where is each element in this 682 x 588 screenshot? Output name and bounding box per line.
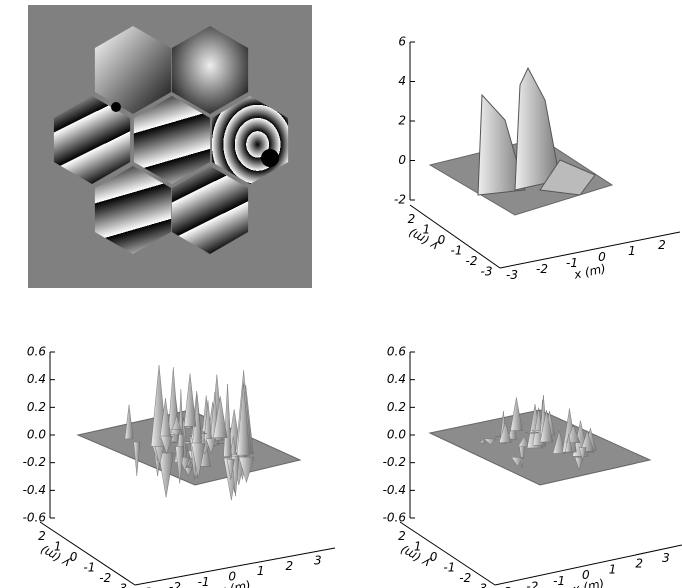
z-tick-label: 6 — [398, 35, 406, 49]
x-tick-label: -1 — [553, 574, 565, 588]
z-tick-label: 2 — [398, 114, 406, 128]
x-tick-label: 1 — [609, 562, 617, 576]
x-axis — [500, 232, 680, 268]
x-tick-label: -2 — [169, 580, 181, 588]
page: { "plot_top_right": { "z_ticks": ["-2", … — [0, 0, 682, 588]
y-tick-label: 2 — [398, 529, 406, 543]
y-tick-label: 2 — [38, 529, 46, 543]
y-tick-label: -3 — [115, 581, 127, 588]
surface-spike — [125, 405, 133, 439]
phase-spot — [111, 102, 121, 112]
y-tick-label: -1 — [451, 243, 463, 257]
z-tick-label: -0.2 — [383, 455, 406, 469]
y-tick-label: -3 — [475, 581, 487, 588]
z-tick-label: 0.0 — [27, 428, 46, 442]
z-tick-label: 0.4 — [27, 372, 46, 386]
x-tick-label: 1 — [628, 244, 636, 258]
z-tick-label: -0.4 — [23, 483, 46, 497]
z-tick-label: 0.2 — [27, 400, 46, 414]
surface-plot: -0.6-0.4-0.20.00.20.40.6-3-2-1012-3-2-10… — [23, 345, 335, 588]
phase-spot — [261, 149, 279, 167]
surface-plot: -0.6-0.4-0.20.00.20.40.6-3-2-1012-3-2-10… — [383, 345, 682, 588]
y-tick-label: 2 — [408, 212, 416, 226]
z-tick-label: -0.6 — [23, 511, 47, 525]
z-tick-label: 4 — [398, 74, 406, 88]
z-tick-label: -0.2 — [23, 455, 46, 469]
y-tick-label: -2 — [459, 571, 471, 585]
x-tick-label: -1 — [198, 575, 210, 588]
y-tick-label: -3 — [481, 264, 493, 278]
x-tick-label: 1 — [257, 564, 265, 578]
x-tick-label: 2 — [285, 559, 293, 573]
z-tick-label: -0.6 — [383, 511, 407, 525]
z-tick-label: -2 — [394, 193, 406, 207]
x-tick-label: 2 — [635, 557, 643, 571]
z-tick-label: 0.2 — [387, 400, 406, 414]
z-tick-label: 0.4 — [387, 372, 406, 386]
z-tick-label: 0.6 — [387, 345, 406, 359]
surface-spike — [224, 384, 232, 457]
x-tick-label: -2 — [536, 262, 548, 276]
y-tick-label: -1 — [443, 560, 455, 574]
z-tick-label: -0.4 — [383, 483, 406, 497]
z-tick-label: 0 — [398, 153, 406, 167]
x-tick-label: 2 — [658, 238, 666, 252]
y-tick-label: -2 — [99, 571, 111, 585]
x-tick-label: -2 — [526, 580, 538, 588]
y-tick-label: -1 — [83, 560, 95, 574]
x-tick-label: 3 — [662, 551, 670, 565]
z-tick-label: 0.0 — [387, 428, 406, 442]
figure: -20246-3-2-1012-3-2-1012y (m)x (m)-0.6-0… — [0, 0, 682, 588]
z-tick-label: 0.6 — [27, 345, 46, 359]
y-tick-label: -2 — [466, 254, 478, 268]
surface-spike — [184, 374, 196, 427]
x-tick-label: -3 — [506, 268, 518, 282]
x-tick-label: 3 — [314, 554, 322, 568]
